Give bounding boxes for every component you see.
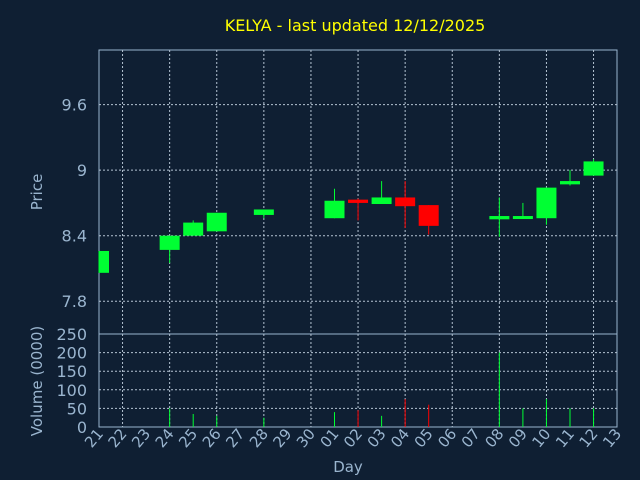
x-axis-title: Day — [333, 458, 363, 476]
x-tick-label: 13 — [599, 425, 625, 451]
price-axis-title: Price — [28, 174, 46, 211]
x-tick-label: 09 — [505, 425, 531, 451]
candle-body — [395, 197, 416, 207]
chart-title: KELYA - last updated 12/12/2025 — [225, 16, 486, 35]
x-tick-label: 11 — [552, 425, 578, 451]
candle-body — [183, 222, 204, 236]
x-tick-label: 30 — [293, 425, 319, 451]
x-axis-labels: 2122232425262728293001020304050607080910… — [81, 425, 625, 451]
volume-axis-title: Volume (0000) — [28, 326, 46, 436]
candle-body — [348, 199, 369, 203]
price-y-tick-label: 8.4 — [62, 227, 87, 246]
price-y-tick-label: 9 — [77, 161, 87, 180]
candle-body — [583, 161, 604, 176]
price-y-tick-label: 9.6 — [62, 96, 87, 115]
x-tick-label: 02 — [340, 425, 366, 451]
price-y-tick-label: 7.8 — [62, 292, 87, 311]
price-y-ticks: 7.8 8.4 9 9.6 — [62, 96, 87, 312]
candle-body — [99, 250, 109, 273]
candle-body — [206, 212, 227, 232]
volume-y-tick-label: 250 — [56, 325, 87, 344]
volume-bars — [169, 352, 595, 427]
volume-y-tick-label: 0 — [77, 418, 87, 437]
candle-body — [324, 200, 345, 219]
volume-y-tick-label: 100 — [56, 381, 87, 400]
x-tick-label: 27 — [222, 425, 248, 451]
x-tick-label: 29 — [269, 425, 295, 451]
x-tick-label: 12 — [576, 425, 602, 451]
volume-y-tick-label: 50 — [67, 399, 87, 418]
candle-body — [371, 197, 392, 205]
x-tick-label: 01 — [317, 425, 343, 451]
x-tick-label: 03 — [364, 425, 390, 451]
x-tick-label: 25 — [175, 425, 201, 451]
candle-body — [489, 216, 510, 220]
x-tick-label: 10 — [528, 425, 554, 451]
candle-body — [253, 209, 274, 215]
x-tick-label: 05 — [411, 425, 437, 451]
x-tick-label: 24 — [152, 425, 178, 451]
x-tick-label: 07 — [458, 425, 484, 451]
x-tick-label: 06 — [434, 425, 460, 451]
volume-y-tick-label: 150 — [56, 362, 87, 381]
x-tick-label: 08 — [481, 425, 507, 451]
x-tick-label: 26 — [199, 425, 225, 451]
x-tick-label: 04 — [387, 425, 413, 451]
price-panel: 7.8 8.4 9 9.6 Price — [28, 49, 618, 335]
candle-body — [159, 235, 180, 250]
x-tick-label: 23 — [128, 425, 154, 451]
candle-body — [418, 205, 439, 226]
candle-body — [536, 187, 557, 219]
candle-body — [560, 181, 580, 185]
candles — [98, 159, 604, 273]
candle-body — [512, 216, 533, 220]
x-tick-label: 22 — [105, 425, 131, 451]
x-tick-label: 28 — [246, 425, 272, 451]
volume-y-tick-label: 200 — [56, 344, 87, 363]
